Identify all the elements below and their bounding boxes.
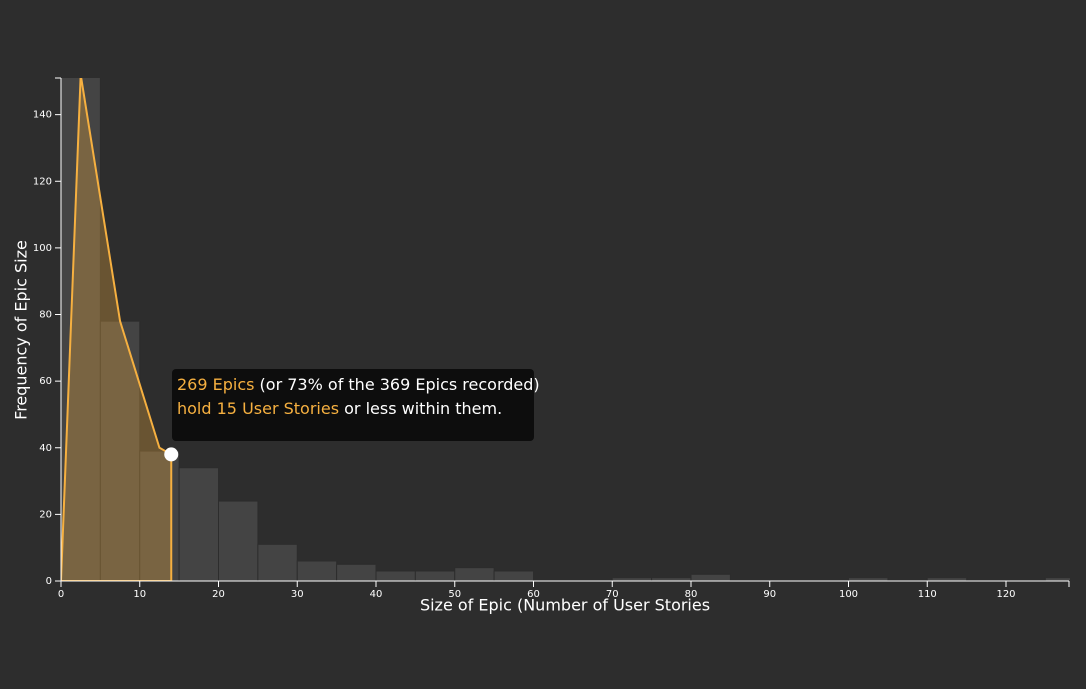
highlight-area [61,78,173,581]
x-tick-label: 50 [448,589,461,600]
bar [375,570,416,581]
bar [414,570,456,581]
x-tick-label: 70 [606,589,619,600]
y-tick-label: 0 [46,576,52,587]
bar [454,567,495,581]
tooltip-text: or less within them. [339,399,503,418]
bar [493,570,534,581]
tooltip-line: hold 15 User Stories or less within them… [177,397,529,421]
bar [336,563,377,581]
highlight-dot [164,447,179,462]
x-tick-label: 20 [212,589,225,600]
bar [926,577,968,581]
bar [178,467,219,581]
x-tick-label: 0 [58,589,64,600]
tooltip-text: (or 73% of the 369 Epics recorded) [254,375,540,394]
x-tick-label: 80 [685,589,698,600]
x-tick-label: 90 [763,589,776,600]
y-tick-label: 120 [33,176,52,187]
y-tick-label: 20 [39,509,52,520]
y-axis-label: Frequency of Epic Size [12,240,31,420]
x-tick-label: 40 [370,589,383,600]
bar [690,573,731,581]
bar [218,500,259,581]
y-tick-label: 140 [33,110,52,121]
x-tick-label: 120 [996,589,1015,600]
x-tick-label: 100 [839,589,858,600]
bar [1044,577,1070,581]
y-tick-label: 80 [39,310,52,321]
x-tick-label: 30 [291,589,304,600]
y-tick-label: 60 [39,376,52,387]
x-tick-label: 110 [918,589,937,600]
bar [848,577,889,581]
y-tick-label: 40 [39,443,52,454]
x-tick-label: 60 [527,589,540,600]
tooltip-line: 269 Epics (or 73% of the 369 Epics recor… [177,373,540,397]
x-tick-label: 10 [133,589,146,600]
x-axis-label: Size of Epic (Number of User Stories [420,596,710,615]
tooltip: 269 Epics (or 73% of the 369 Epics recor… [172,369,540,441]
tooltip-text: 269 Epics [177,375,255,394]
y-tick-label: 100 [33,243,52,254]
bar [257,543,298,581]
tooltip-text: hold 15 User Stories [177,399,340,418]
bar [296,560,338,581]
